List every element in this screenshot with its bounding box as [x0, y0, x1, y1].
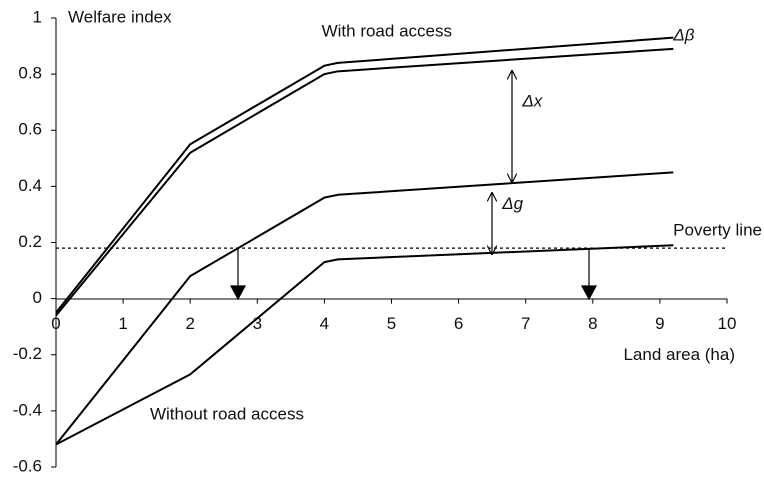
x-tick-label: 2: [185, 314, 194, 333]
poverty-line-label: Poverty line: [673, 221, 762, 240]
x-tick-label: 8: [588, 314, 597, 333]
annotation: Δβ: [672, 26, 694, 45]
y-tick-label: 0: [33, 288, 42, 307]
y-axis-label: Welfare index: [68, 7, 172, 26]
arrow-head: [229, 285, 247, 301]
y-tick-label: 1: [33, 7, 42, 26]
line: [55, 36, 674, 314]
arrow-head: [580, 285, 598, 301]
y-tick-label: 0.4: [18, 176, 42, 195]
y-tick-label: -0.2: [13, 344, 42, 363]
annotation: With road access: [322, 22, 452, 41]
x-tick-label: 10: [718, 314, 737, 333]
arrows: [229, 70, 598, 301]
line: [55, 171, 674, 446]
axes: [55, 18, 727, 467]
x-axis-label: Land area (ha): [623, 345, 735, 364]
y-tick-label: 0.6: [18, 120, 42, 139]
y-tick-label: -0.6: [13, 456, 42, 475]
x-tick-label: 9: [655, 314, 664, 333]
annotation: Without road access: [150, 405, 304, 424]
annotation: Δg: [501, 194, 523, 213]
x-tick-label: 5: [387, 314, 396, 333]
line: [55, 47, 674, 317]
x-tick-label: 3: [253, 314, 262, 333]
y-tick-label: 0.2: [18, 232, 42, 251]
line: [55, 244, 674, 446]
x-tick-label: 7: [521, 314, 530, 333]
y-tick-label: 0.8: [18, 64, 42, 83]
x-tick-label: 1: [118, 314, 127, 333]
x-tick-label: 4: [320, 314, 329, 333]
x-tick-label: 6: [454, 314, 463, 333]
annotation: Δx: [521, 92, 542, 111]
x-tick-label: 0: [51, 314, 60, 333]
y-tick-label: -0.4: [13, 400, 42, 419]
